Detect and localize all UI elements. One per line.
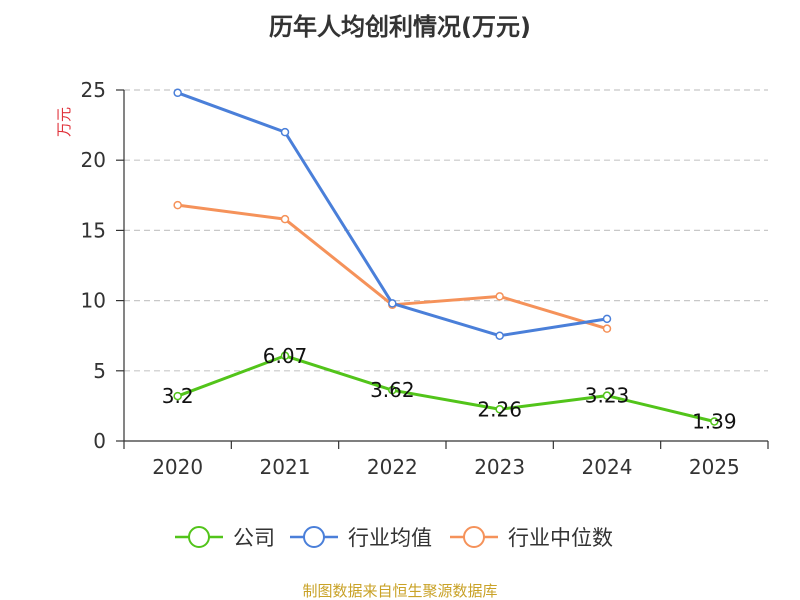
series-1: [173, 351, 719, 426]
data-label: 3.2: [162, 384, 194, 408]
legend-item-2[interactable]: 行业均值: [290, 526, 432, 550]
data-point: [495, 292, 504, 301]
data-label: 6.07: [263, 344, 308, 368]
legend-label: 公司: [233, 526, 275, 550]
source-note: 制图数据来自恒生聚源数据库: [302, 582, 497, 600]
data-point: [280, 127, 290, 137]
y-axis-label: 万元: [55, 107, 73, 137]
data-point: [495, 331, 504, 340]
legend-item-3[interactable]: 行业中位数: [450, 526, 613, 550]
y-tick-label: 0: [93, 429, 106, 453]
legend-label: 行业均值: [348, 526, 432, 550]
series-line: [177, 203, 608, 331]
data-labels: 3.2 6.07 3.62 2.26 3.23 1.39: [162, 344, 737, 434]
legend-label: 行业中位数: [508, 526, 613, 550]
y-tick-label: 20: [81, 148, 106, 172]
data-point: [173, 88, 182, 98]
series-3: [173, 200, 612, 333]
data-point: [388, 299, 397, 308]
data-label: 3.62: [370, 378, 415, 402]
data-label: 3.23: [585, 384, 630, 408]
x-tick-label: 2021: [260, 455, 311, 479]
legend-swatch-marker: [463, 526, 485, 548]
chart-title: 历年人均创利情况(万元): [269, 13, 531, 41]
legend-swatch-marker: [188, 526, 210, 548]
data-point: [710, 417, 719, 426]
data-point: [602, 391, 612, 400]
legend-item-1[interactable]: 公司: [175, 526, 275, 550]
data-point: [388, 385, 397, 395]
data-point: [173, 391, 182, 401]
x-tick-label: 2024: [582, 455, 633, 479]
data-point: [173, 200, 182, 210]
x-tick-label: 2023: [474, 455, 525, 479]
data-label: 2.26: [477, 397, 522, 421]
data-point: [280, 351, 290, 361]
series-2: [173, 88, 612, 340]
series-line: [177, 354, 715, 423]
data-point: [280, 214, 290, 224]
x-tick-label: 2020: [152, 455, 203, 479]
data-point: [602, 314, 612, 324]
data-label: 1.39: [692, 409, 737, 433]
x-tick-label: 2025: [689, 455, 740, 479]
series-lines: [173, 88, 719, 426]
grid-lines: [124, 89, 768, 372]
x-tick-label: 2022: [367, 455, 418, 479]
legend[interactable]: 公司 行业均值 行业中位数: [175, 526, 613, 550]
y-tick-label: 25: [81, 78, 106, 102]
y-tick-label: 15: [81, 218, 106, 242]
y-tick-label: 5: [93, 359, 106, 383]
legend-swatch-marker: [303, 526, 325, 548]
data-point: [602, 324, 612, 333]
y-tick-label: 10: [81, 289, 106, 313]
data-point: [495, 405, 504, 414]
